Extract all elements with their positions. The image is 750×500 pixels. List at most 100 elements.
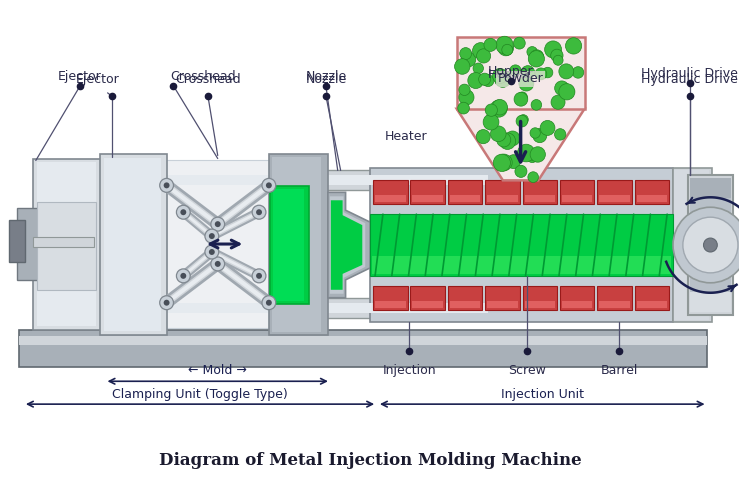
Bar: [36, 298, 490, 318]
Bar: [523, 180, 557, 204]
Circle shape: [478, 73, 490, 86]
Bar: [448, 180, 482, 204]
Circle shape: [496, 36, 513, 54]
Circle shape: [256, 209, 262, 215]
Bar: [485, 180, 520, 204]
Polygon shape: [328, 192, 370, 298]
Circle shape: [252, 205, 266, 219]
Circle shape: [485, 104, 497, 117]
Bar: [634, 180, 669, 204]
Circle shape: [266, 300, 272, 306]
Bar: [674, 170, 710, 320]
Circle shape: [500, 133, 516, 150]
Circle shape: [211, 217, 224, 231]
Circle shape: [542, 68, 553, 78]
Polygon shape: [457, 109, 584, 180]
Circle shape: [551, 95, 565, 110]
Text: Hydraulic Drive: Hydraulic Drive: [641, 67, 738, 80]
Circle shape: [496, 132, 511, 147]
Bar: [634, 286, 669, 310]
Circle shape: [459, 84, 470, 96]
Text: Injection Unit: Injection Unit: [501, 388, 584, 401]
Bar: [17, 208, 45, 280]
Circle shape: [473, 63, 484, 74]
Circle shape: [531, 100, 542, 110]
Circle shape: [507, 154, 520, 168]
Bar: [19, 330, 707, 368]
Bar: [488, 196, 518, 202]
Circle shape: [516, 116, 528, 127]
Circle shape: [502, 44, 513, 56]
Bar: [372, 256, 671, 274]
Circle shape: [176, 205, 190, 219]
Circle shape: [510, 65, 521, 76]
Bar: [375, 300, 406, 308]
Circle shape: [518, 114, 528, 125]
Circle shape: [482, 74, 494, 86]
Circle shape: [214, 221, 220, 227]
Bar: [410, 286, 445, 310]
Text: Powder: Powder: [498, 72, 544, 86]
Circle shape: [554, 56, 563, 66]
Bar: [597, 180, 632, 204]
Bar: [450, 196, 480, 202]
Circle shape: [527, 46, 538, 57]
Bar: [375, 196, 406, 202]
Circle shape: [544, 41, 562, 58]
Circle shape: [262, 178, 276, 192]
Circle shape: [490, 100, 507, 117]
Bar: [373, 180, 407, 204]
Bar: [38, 302, 488, 312]
Circle shape: [530, 128, 540, 138]
Circle shape: [483, 114, 499, 130]
Circle shape: [526, 152, 538, 162]
Bar: [33, 158, 104, 330]
Circle shape: [494, 154, 511, 172]
Bar: [36, 170, 490, 190]
Circle shape: [205, 245, 219, 259]
Circle shape: [514, 92, 528, 106]
Bar: [524, 196, 555, 202]
Bar: [272, 156, 321, 332]
Text: Crosshead: Crosshead: [175, 73, 241, 86]
Circle shape: [484, 38, 496, 52]
Bar: [104, 158, 160, 330]
Text: Injection: Injection: [382, 364, 436, 378]
Bar: [688, 176, 733, 314]
Circle shape: [176, 269, 190, 283]
Text: Hopper: Hopper: [488, 68, 533, 81]
Bar: [599, 300, 630, 308]
Circle shape: [256, 273, 262, 279]
Circle shape: [160, 296, 173, 310]
Circle shape: [461, 52, 476, 67]
Circle shape: [472, 42, 489, 59]
Text: ← Mold →: ← Mold →: [188, 364, 248, 378]
Text: Crosshead: Crosshead: [170, 70, 236, 83]
Text: Barrel: Barrel: [600, 364, 638, 378]
Text: Hopper: Hopper: [488, 65, 533, 78]
Polygon shape: [330, 196, 365, 294]
Text: Nozzle: Nozzle: [305, 70, 347, 83]
Bar: [19, 336, 707, 345]
Circle shape: [521, 66, 535, 80]
Bar: [637, 300, 668, 308]
Text: Clamping Unit (Toggle Type): Clamping Unit (Toggle Type): [112, 388, 288, 401]
Circle shape: [528, 150, 538, 160]
Bar: [410, 180, 445, 204]
Circle shape: [514, 37, 525, 49]
Circle shape: [518, 92, 527, 102]
Bar: [448, 286, 482, 310]
Bar: [690, 178, 731, 312]
Bar: [270, 186, 309, 304]
Circle shape: [262, 296, 276, 310]
Bar: [33, 237, 94, 247]
Bar: [166, 160, 268, 328]
Bar: [673, 168, 712, 322]
Circle shape: [214, 261, 220, 267]
Circle shape: [554, 128, 566, 140]
Bar: [100, 154, 166, 334]
Circle shape: [459, 90, 474, 105]
Bar: [38, 176, 488, 186]
Circle shape: [476, 49, 490, 63]
Circle shape: [496, 154, 512, 171]
